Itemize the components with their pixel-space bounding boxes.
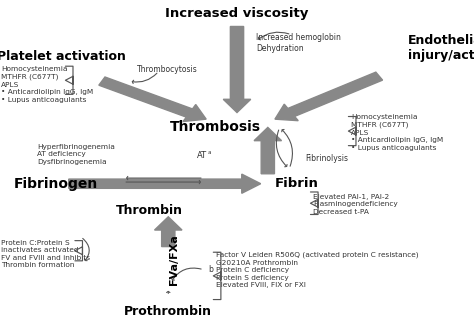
Text: Protein C:Protein S
inactivates activated
FV and FVIII and inhibits
Thrombin for: Protein C:Protein S inactivates activate… [1, 240, 91, 268]
Text: Endothelial
injury/activation: Endothelial injury/activation [408, 34, 474, 62]
Text: Hyperfibrinogenemia
AT deficiency
Dysfibrinogenemia: Hyperfibrinogenemia AT deficiency Dysfib… [37, 144, 115, 165]
FancyArrow shape [69, 174, 261, 193]
Text: Platelet activation: Platelet activation [0, 50, 126, 63]
Text: AT: AT [197, 151, 207, 160]
Text: Fibrinogen: Fibrinogen [14, 177, 99, 191]
FancyArrow shape [155, 217, 182, 247]
Text: Thrombin: Thrombin [116, 204, 183, 217]
Text: Increased viscosity: Increased viscosity [165, 7, 309, 20]
FancyArrow shape [99, 77, 206, 121]
Text: Increased hemoglobin
Dehydration: Increased hemoglobin Dehydration [256, 33, 341, 53]
Text: Fibrinolysis: Fibrinolysis [306, 154, 349, 164]
FancyArrow shape [275, 72, 383, 121]
Text: Elevated PAI-1, PAI-2
Plasminogendeficiency
Decreased t-PA: Elevated PAI-1, PAI-2 Plasminogendeficie… [313, 194, 398, 214]
Text: a: a [207, 150, 210, 155]
Text: Homocysteinemia
MTHFR (C677T)
APLS
• Anticardiolipin IgG, IgM
• Lupus anticoagul: Homocysteinemia MTHFR (C677T) APLS • Ant… [351, 114, 443, 151]
Text: b: b [209, 265, 213, 274]
Text: Factor V Leiden R506Q (activated protein C resistance)
G20210A Prothrombin
Prote: Factor V Leiden R506Q (activated protein… [216, 252, 418, 288]
Text: FVa/FXa: FVa/FXa [169, 234, 180, 285]
Text: Prothrombin: Prothrombin [124, 305, 212, 318]
Text: Thrombosis: Thrombosis [170, 120, 261, 134]
Text: Thrombocytosis: Thrombocytosis [137, 65, 198, 74]
Text: Fibrin: Fibrin [275, 177, 319, 190]
FancyArrow shape [254, 127, 282, 174]
FancyArrow shape [223, 26, 251, 113]
Text: Homocysteinemia
MTHFR (C677T)
APLS
• Anticardiolipin IgG, IgM
• Lupus anticoagul: Homocysteinemia MTHFR (C677T) APLS • Ant… [1, 66, 94, 103]
